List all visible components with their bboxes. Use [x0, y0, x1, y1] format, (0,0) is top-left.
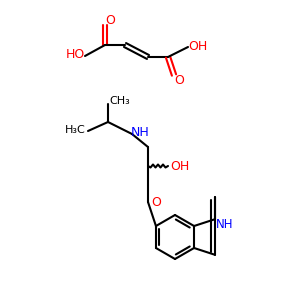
Text: HO: HO: [65, 49, 85, 62]
Text: O: O: [151, 196, 161, 208]
Text: O: O: [105, 14, 115, 26]
Text: NH: NH: [130, 125, 149, 139]
Text: NH: NH: [216, 218, 234, 231]
Text: O: O: [174, 74, 184, 86]
Text: OH: OH: [188, 40, 208, 52]
Text: OH: OH: [170, 160, 190, 172]
Text: H₃C: H₃C: [64, 125, 86, 135]
Text: CH₃: CH₃: [110, 96, 130, 106]
